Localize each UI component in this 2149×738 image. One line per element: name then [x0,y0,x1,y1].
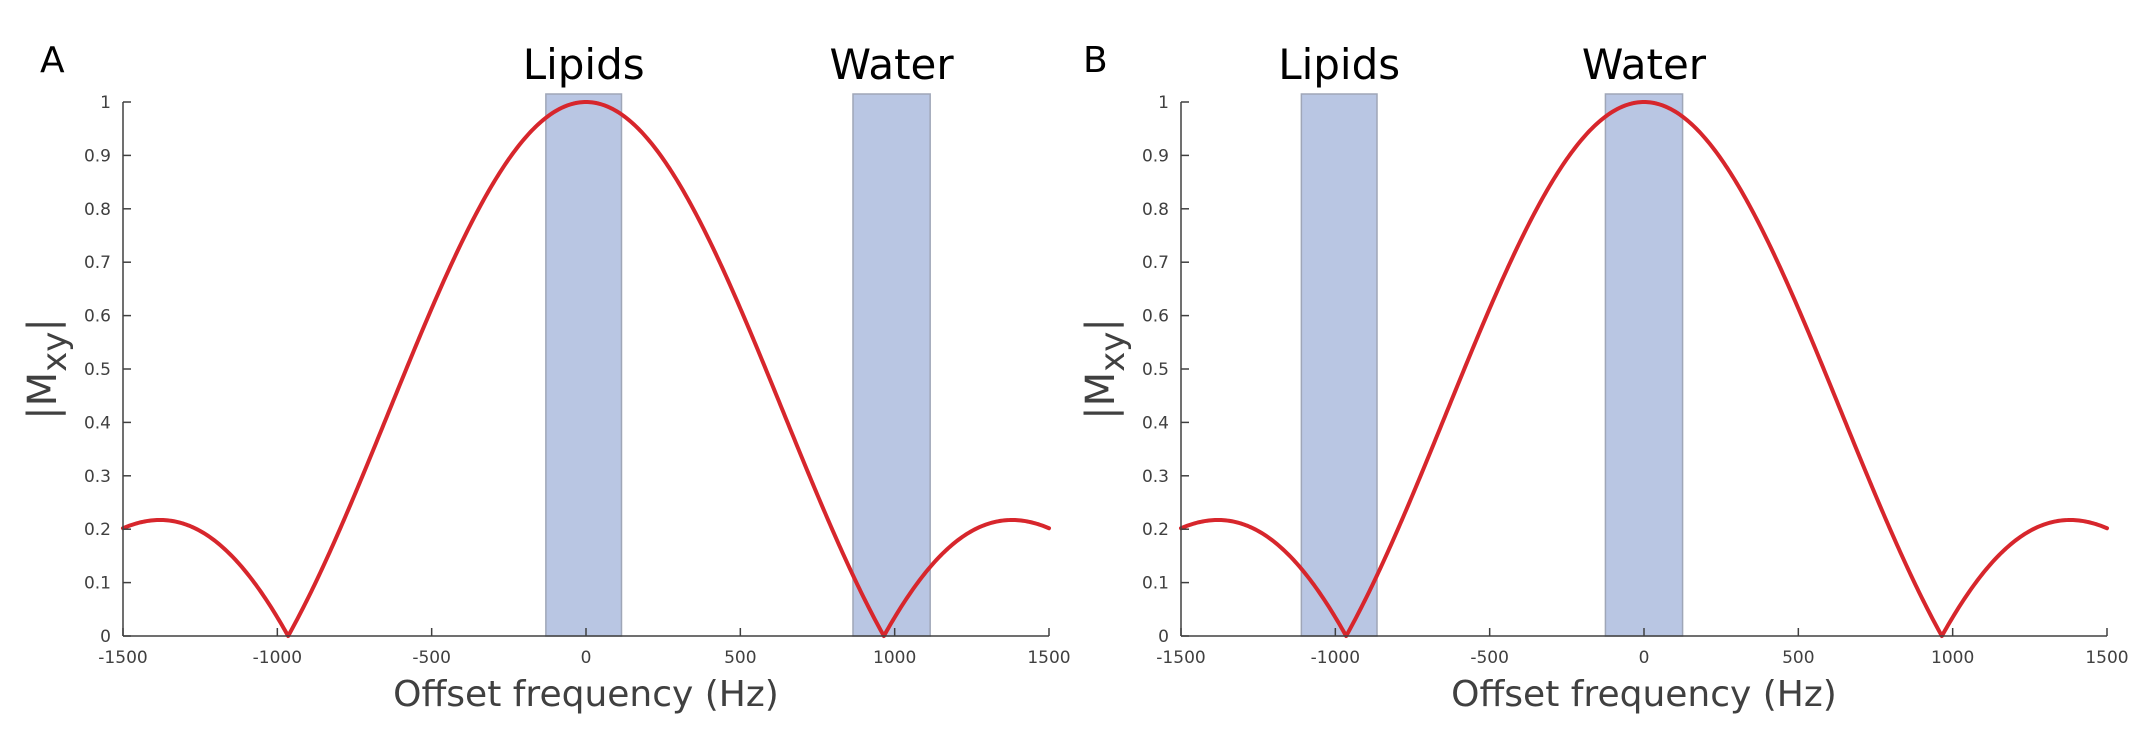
chart-panel-b: Lipids Water -1500 -1000 -500 0 500 1000 1500 0 0.… [1078,40,2129,715]
y-tick-label: 0 [100,627,111,647]
y-tick-label: 0 [1158,627,1169,647]
y-tick-label: 0.6 [84,307,111,327]
y-tick-label: 0.7 [1142,253,1169,273]
chart-panel-a: Lipids Water -1500 -1000 -500 0 500 1000 1500 0 0.… [20,40,1071,715]
band-lipids [1300,93,1378,637]
band-water [1604,93,1684,637]
x-tick-label: 1500 [2085,648,2128,668]
y-tick-label: 1 [100,93,111,113]
y-tick-label: 1 [1158,93,1169,113]
x-axis-title: Offset frequency (Hz) [1451,674,1837,715]
panel-label: A [40,40,65,81]
y-tick-label: 0.9 [1142,146,1169,166]
x-tick-label: -1500 [98,648,147,668]
band-label-lipids: Lipids [1278,40,1400,89]
y-tick-label: 0.3 [1142,467,1169,487]
y-axis-title: |Mxy| [1078,318,1133,420]
x-tick-label: 500 [1782,648,1814,668]
x-tick-label: 1500 [1027,648,1070,668]
y-tick-label: 0.3 [84,467,111,487]
band-label-water: Water [1582,40,1707,89]
band-label-lipids: Lipids [523,40,645,89]
x-tick-label: 0 [581,648,592,668]
x-tick-label: 500 [724,648,756,668]
band-water [852,93,931,637]
panel-label: B [1083,40,1108,81]
y-tick-label: 0.9 [84,146,111,166]
y-tick-label: 0.1 [1142,574,1169,594]
y-tick-label: 0.1 [84,574,111,594]
series-line-mxy [121,100,1051,638]
y-tick-label: 0.7 [84,253,111,273]
x-tick-label: 1000 [873,648,916,668]
x-axis-title: Offset frequency (Hz) [393,674,779,715]
series-line-mxy [1179,100,2109,638]
band-lipids [545,93,623,637]
y-tick-label: 0.8 [84,200,111,220]
x-tick-label: -1000 [253,648,302,668]
x-tick-label: -500 [1470,648,1509,668]
x-tick-label: -1500 [1156,648,1205,668]
y-tick-label: 0.5 [1142,360,1169,380]
y-tick-label: 0.2 [84,520,111,540]
x-tick-label: -1000 [1311,648,1360,668]
y-tick-label: 0.6 [1142,307,1169,327]
x-tick-label: 0 [1639,648,1650,668]
y-tick-label: 0.4 [1142,413,1169,433]
y-axis-title: |Mxy| [20,318,75,420]
x-tick-label: -500 [412,648,451,668]
x-tick-label: 1000 [1931,648,1974,668]
y-tick-label: 0.8 [1142,200,1169,220]
y-tick-label: 0.2 [1142,520,1169,540]
y-tick-label: 0.5 [84,360,111,380]
y-tick-label: 0.4 [84,413,111,433]
band-label-water: Water [830,40,955,89]
